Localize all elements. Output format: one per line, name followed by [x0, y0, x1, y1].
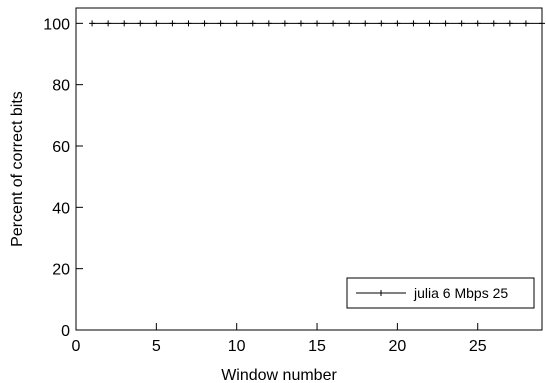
- y-tick-label: 100: [43, 16, 70, 33]
- data-point: [105, 20, 112, 27]
- data-point: [442, 20, 449, 27]
- x-tick-label: 15: [308, 338, 326, 355]
- legend-label: julia 6 Mbps 25: [413, 285, 508, 301]
- data-point: [137, 20, 144, 27]
- data-point: [233, 20, 240, 27]
- data-point: [426, 20, 433, 27]
- x-tick-label: 0: [72, 338, 81, 355]
- y-tick-label: 40: [52, 200, 70, 217]
- data-point: [330, 20, 337, 27]
- x-tick-label: 25: [469, 338, 487, 355]
- data-point: [217, 20, 224, 27]
- y-axis-title: Percent of correct bits: [9, 91, 26, 247]
- x-tick-label: 10: [228, 338, 246, 355]
- data-point: [362, 20, 369, 27]
- data-point: [378, 20, 385, 27]
- data-point: [506, 20, 513, 27]
- data-point: [121, 20, 128, 27]
- series-layer: [89, 20, 545, 27]
- legend: julia 6 Mbps 25: [346, 277, 535, 309]
- data-point: [458, 20, 465, 27]
- data-point: [522, 20, 529, 27]
- data-point: [265, 20, 272, 27]
- y-tick-label: 20: [52, 262, 70, 279]
- data-point: [410, 20, 417, 27]
- plot-frame: [75, 7, 543, 331]
- legend-marker-plus: [378, 290, 384, 296]
- x-axis-ticks: 0 5 10 15 20 25: [72, 323, 487, 355]
- data-point: [169, 20, 176, 27]
- y-axis-ticks: 0 20 40 60 80 100: [43, 16, 83, 340]
- y-tick-label: 60: [52, 139, 70, 156]
- x-axis-title: Window number: [221, 367, 337, 383]
- data-point: [490, 20, 497, 27]
- x-tick-label: 5: [152, 338, 161, 355]
- data-point: [281, 20, 288, 27]
- data-point: [346, 20, 353, 27]
- y-tick-label: 0: [61, 323, 70, 340]
- data-point: [394, 20, 401, 27]
- data-point: [153, 20, 160, 27]
- data-point: [89, 20, 96, 27]
- x-tick-label: 20: [388, 338, 406, 355]
- data-point: [297, 20, 304, 27]
- y-tick-label: 80: [52, 78, 70, 95]
- data-point: [201, 20, 208, 27]
- data-point: [185, 20, 192, 27]
- data-point: [249, 20, 256, 27]
- data-point: [539, 20, 545, 27]
- data-point: [314, 20, 321, 27]
- data-point: [474, 20, 481, 27]
